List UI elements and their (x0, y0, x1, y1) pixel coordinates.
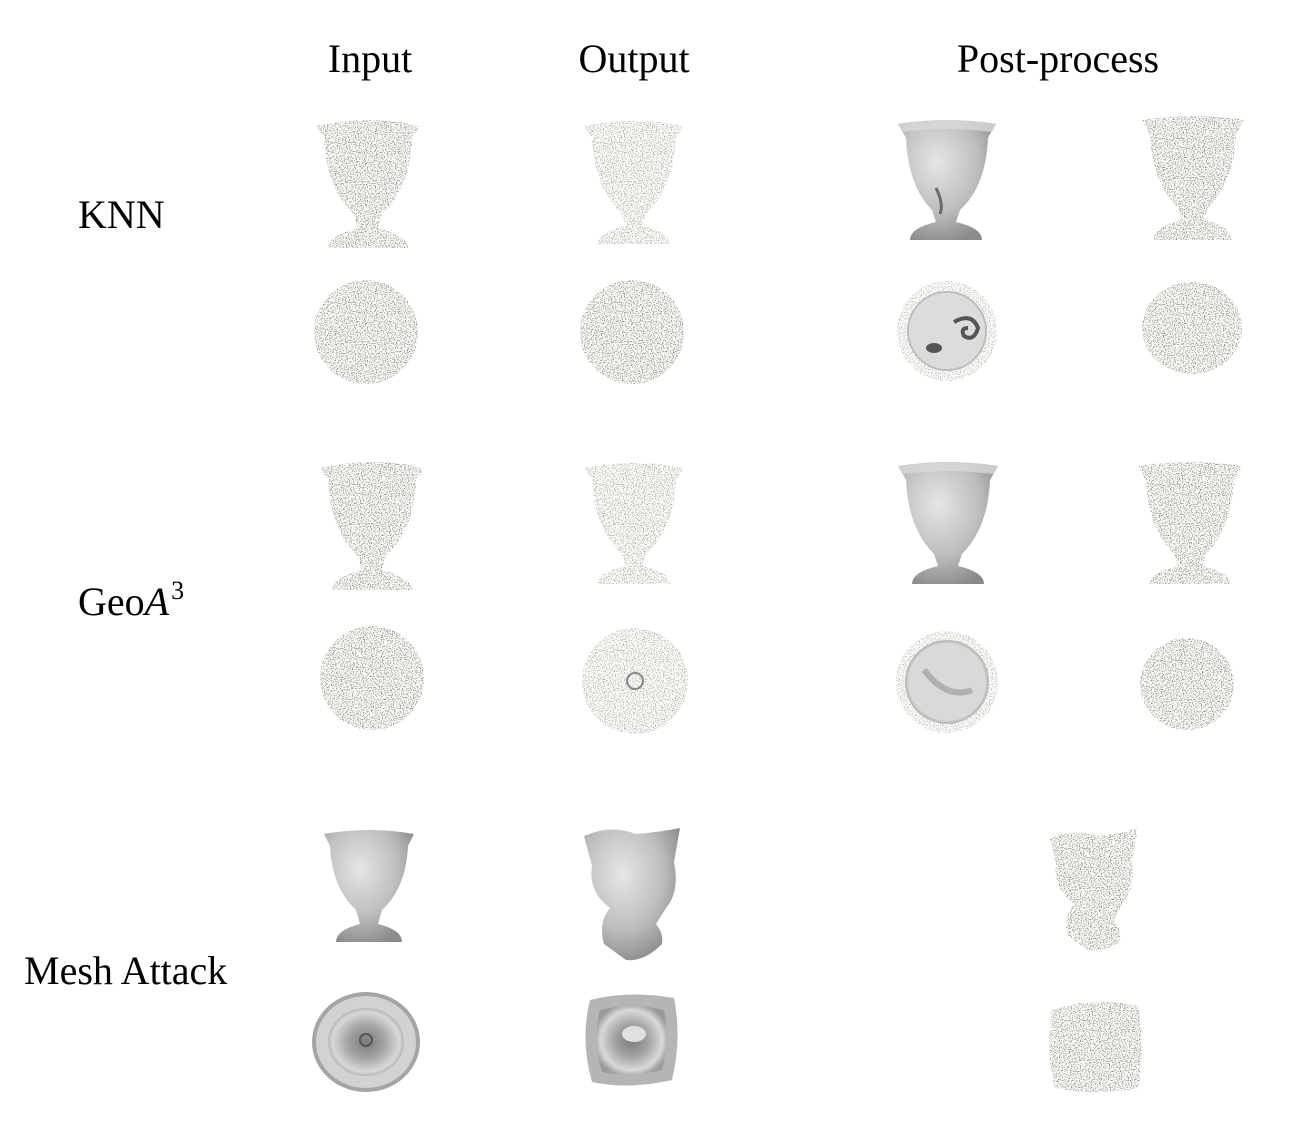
column-header-output: Output (578, 36, 690, 81)
mesh-attack-postprocess-points-cup-top (1046, 996, 1144, 1096)
geoa3-output-cup-top (580, 626, 690, 736)
knn-input-cup-top (312, 278, 420, 386)
row-label-knn: KNN (78, 192, 165, 237)
knn-postprocess-mesh-cup-top (896, 278, 998, 384)
knn-postprocess-points-cup-top (1140, 280, 1244, 376)
geoa3-output-cup-side (580, 460, 688, 588)
geoa3-postprocess-mesh-cup-top (894, 630, 1000, 734)
knn-output-cup-top (578, 278, 686, 386)
mesh-attack-output-mesh-cup-side (580, 822, 684, 964)
mesh-attack-input-mesh-cup-top (310, 990, 422, 1094)
row-label-geoa3: GeoA3 (78, 576, 185, 624)
knn-postprocess-mesh-cup-side (896, 118, 998, 244)
mesh-attack-postprocess-points-cup-side (1046, 824, 1142, 952)
knn-output-cup-side (578, 118, 690, 248)
geoa3-postprocess-mesh-cup-side (896, 460, 1000, 588)
knn-input-cup-side (312, 118, 424, 254)
row-label-mesh-attack: Mesh Attack (24, 948, 228, 993)
mesh-attack-output-mesh-cup-top (578, 990, 682, 1090)
column-header-input: Input (327, 36, 413, 81)
geoa3-postprocess-points-cup-top (1138, 636, 1236, 732)
geoa3-input-cup-top (318, 624, 426, 732)
mesh-attack-input-mesh-cup-side (322, 826, 416, 946)
geoa3-postprocess-points-cup-side (1136, 460, 1244, 588)
geoa3-input-cup-side (316, 460, 428, 596)
column-header-post-process: Post-process (956, 36, 1160, 81)
knn-postprocess-points-cup-side (1140, 114, 1246, 244)
